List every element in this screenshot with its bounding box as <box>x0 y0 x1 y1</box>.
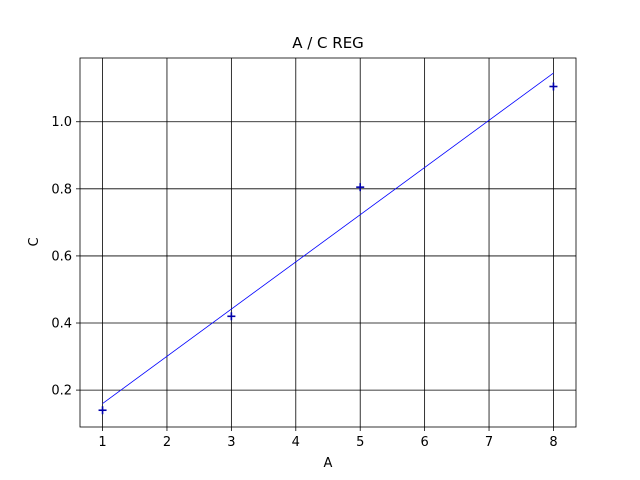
y-axis-title: C <box>27 237 42 246</box>
plot-frame <box>79 57 577 428</box>
data-point-marker <box>98 406 107 415</box>
x-tick-label: 6 <box>420 435 428 450</box>
x-tick-label: 3 <box>227 435 235 450</box>
data-point-marker <box>356 183 365 192</box>
y-tick-label: 1.0 <box>51 115 72 130</box>
x-tick-label: 8 <box>549 435 557 450</box>
y-tick-label: 0.8 <box>51 182 72 197</box>
data-point-marker <box>549 82 558 91</box>
x-tick-label: 7 <box>485 435 493 450</box>
x-tick-label: 1 <box>98 435 106 450</box>
x-tick-label: 4 <box>292 435 300 450</box>
data-point-marker <box>227 312 236 321</box>
y-tick-label: 0.2 <box>51 384 72 399</box>
data-layer <box>98 72 558 415</box>
x-tick-label: 2 <box>163 435 171 450</box>
x-axis-title: A <box>324 456 333 471</box>
y-tick-label: 0.4 <box>51 317 72 332</box>
chart-title: A / C REG <box>292 34 364 52</box>
y-tick-label: 0.6 <box>51 249 72 264</box>
regression-line <box>102 72 554 404</box>
grid-layer <box>80 58 576 427</box>
x-tick-label: 5 <box>356 435 364 450</box>
axes-layer: 1 2 3 4 5 6 7 8 0.2 0.4 0.6 0.8 1.0 <box>51 57 577 450</box>
